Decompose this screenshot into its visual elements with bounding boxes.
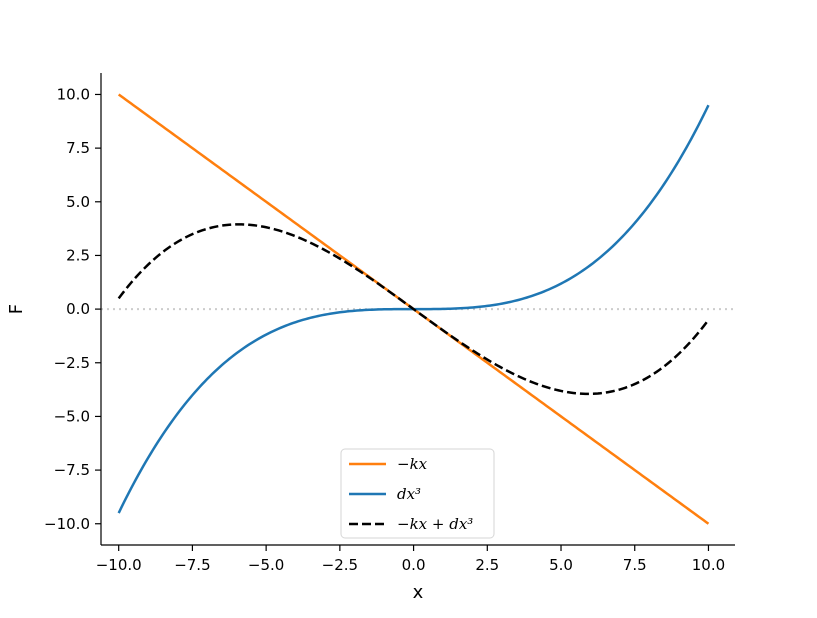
legend-label-2: −kx + dx³ [397, 515, 473, 533]
x-tick-label: −10.0 [96, 556, 142, 574]
x-tick-label: −7.5 [174, 556, 210, 574]
y-tick-label: 5.0 [66, 193, 90, 211]
y-tick-label: −10.0 [44, 515, 90, 533]
x-tick-label: 0.0 [402, 556, 426, 574]
y-tick-label: 2.5 [66, 246, 90, 264]
y-tick-label: 0.0 [66, 300, 90, 318]
x-tick-label: 5.0 [549, 556, 573, 574]
y-axis-title: F [6, 304, 27, 314]
x-tick-label: 7.5 [623, 556, 647, 574]
y-tick-label: −2.5 [54, 354, 90, 372]
x-axis-title: x [413, 582, 424, 603]
x-tick-label: −2.5 [322, 556, 358, 574]
legend-label-0: −kx [397, 455, 428, 473]
legend-label-1: dx³ [397, 485, 421, 503]
x-tick-label: 2.5 [475, 556, 499, 574]
y-tick-label: −5.0 [54, 407, 90, 425]
y-tick-label: 10.0 [57, 85, 90, 103]
y-tick-label: −7.5 [54, 461, 90, 479]
x-tick-label: 10.0 [692, 556, 725, 574]
y-tick-label: 7.5 [66, 139, 90, 157]
legend-box [340, 448, 495, 539]
series-line-2 [117, 223, 710, 396]
x-tick-label: −5.0 [248, 556, 284, 574]
